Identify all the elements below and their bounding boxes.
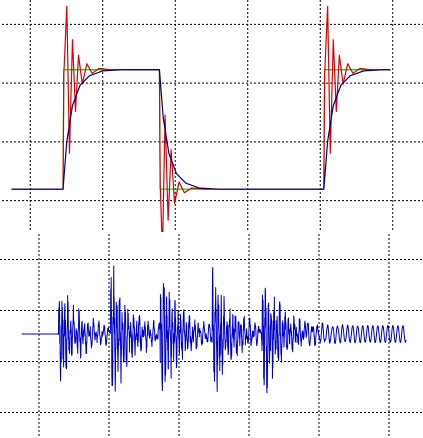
step-response-plot <box>0 0 423 232</box>
oscillation-chart <box>0 234 423 438</box>
navy-filtered-line <box>11 69 391 190</box>
blue-oscillation-line <box>21 265 407 394</box>
red-response-line <box>11 5 391 232</box>
step-response-chart <box>0 0 423 232</box>
oscillation-plot <box>0 234 423 438</box>
